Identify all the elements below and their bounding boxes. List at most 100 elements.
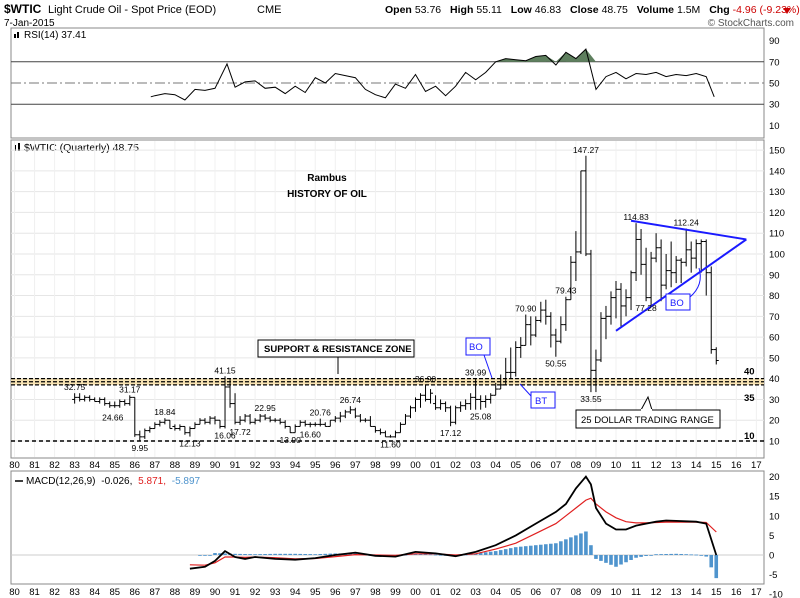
ohlc-bar bbox=[698, 239, 704, 273]
ohlc-bar bbox=[337, 411, 343, 423]
macd-histogram-bar bbox=[493, 551, 498, 555]
bo-box-1 bbox=[465, 337, 491, 356]
macd-x-tick: 82 bbox=[49, 587, 60, 598]
bt-callout-2005: BT bbox=[519, 383, 556, 409]
macd-x-tick: 81 bbox=[29, 587, 40, 598]
ohlc-bar bbox=[443, 401, 449, 412]
ohlc-bar bbox=[82, 395, 88, 402]
macd-histogram-bar bbox=[674, 553, 678, 555]
macd-histogram-bar bbox=[263, 554, 267, 555]
ohlc-bar bbox=[182, 425, 188, 435]
macd-y-tick: 0 bbox=[769, 551, 774, 562]
chart-header: $WTIC Light Crude Oil - Spot Price (EOD)… bbox=[4, 2, 800, 29]
price-x-tick: 85 bbox=[109, 460, 120, 471]
macd-x-tick: 02 bbox=[450, 587, 461, 598]
price-x-tick: 89 bbox=[190, 460, 201, 471]
macd-y-tick: 20 bbox=[769, 472, 780, 483]
bo-label-1: BO bbox=[469, 342, 483, 353]
ohlc-bar bbox=[618, 283, 624, 327]
ohlc-bar bbox=[568, 256, 574, 301]
macd-x-tick: 07 bbox=[551, 587, 562, 598]
price-annotation: 22.95 bbox=[254, 403, 276, 413]
price-annotation: 79.43 bbox=[555, 286, 577, 296]
macd-histogram-bar bbox=[503, 549, 508, 555]
price-x-tick: 03 bbox=[470, 460, 481, 471]
ohlc-bar bbox=[332, 416, 338, 423]
ohlc-bar bbox=[77, 393, 83, 402]
ohlc-bar bbox=[608, 291, 614, 325]
macd-x-tick: 17 bbox=[751, 587, 762, 598]
macd-x-tick: 05 bbox=[510, 587, 521, 598]
ohlc-bar bbox=[377, 428, 383, 435]
macd-histogram-bar bbox=[233, 553, 237, 555]
macd-histogram-bar bbox=[223, 553, 227, 555]
rsi-y-tick: 50 bbox=[769, 79, 780, 90]
ohlc-bar bbox=[372, 425, 378, 433]
ohlc-bar bbox=[423, 385, 429, 402]
macd-histogram-bar bbox=[604, 555, 608, 563]
price-x-tick: 88 bbox=[170, 460, 181, 471]
ohlc-bar bbox=[257, 413, 263, 423]
price-legend: $WTIC (Quarterly) 48.75 bbox=[14, 142, 139, 154]
macd-histogram-bar bbox=[213, 553, 217, 555]
ohlc-bar bbox=[207, 416, 213, 425]
ohlc-bar bbox=[483, 395, 489, 408]
macd-histogram-bar bbox=[589, 545, 593, 555]
price-annotation: 114.83 bbox=[623, 212, 649, 222]
ohlc-bar bbox=[102, 397, 108, 406]
ohlc-bar bbox=[673, 256, 679, 284]
bo-label-2: BO bbox=[670, 298, 684, 309]
ohlc-bar bbox=[262, 414, 268, 421]
price-x-tick: 14 bbox=[691, 460, 702, 471]
triangle-lower-trendline bbox=[615, 238, 747, 332]
price-annotation: 33.55 bbox=[580, 394, 602, 404]
ohlc-bar bbox=[413, 397, 418, 412]
macd-histogram-bar bbox=[594, 555, 598, 559]
ohlc-bar bbox=[322, 422, 328, 427]
macd-x-tick: 00 bbox=[410, 587, 421, 598]
price-x-tick: 15 bbox=[711, 460, 722, 471]
ohlc-bar bbox=[473, 378, 479, 410]
ohlc-bar bbox=[463, 399, 469, 410]
trading-range-label: 25 DOLLAR TRADING RANGE bbox=[581, 415, 714, 426]
price-x-tick: 13 bbox=[671, 460, 682, 471]
macd-histogram-bar bbox=[624, 555, 628, 563]
ohlc-bar bbox=[212, 416, 218, 425]
high-value: 55.11 bbox=[476, 4, 502, 16]
price-annotations: 32.75 31.1724.669.9518.8412.1341.1516.061… bbox=[64, 145, 699, 453]
ohlc-bar bbox=[548, 312, 554, 348]
ohlc-bar bbox=[633, 223, 639, 281]
ohlc-bar bbox=[72, 393, 78, 404]
ohlc-bar bbox=[367, 416, 373, 427]
macd-value: -0.026, bbox=[101, 476, 132, 487]
macd-histogram-bar bbox=[278, 553, 282, 555]
price-x-tick: 81 bbox=[29, 460, 40, 471]
ohlc-bar bbox=[172, 424, 178, 431]
macd-histogram-bar bbox=[318, 554, 323, 555]
ohlc-bar bbox=[397, 422, 403, 434]
price-x-tick: 95 bbox=[310, 460, 321, 471]
price-y-tick: 20 bbox=[769, 416, 780, 427]
support-resistance-zone: 40 35 10 bbox=[11, 367, 764, 442]
macd-histogram-bar bbox=[609, 555, 613, 565]
price-annotation: 16.06 bbox=[214, 430, 236, 440]
ohlc-bar bbox=[87, 395, 93, 402]
close-value: 48.75 bbox=[602, 4, 628, 16]
macd-x-tick: 03 bbox=[470, 587, 481, 598]
ohlc-bar bbox=[603, 305, 609, 340]
support-zone-callout: SUPPORT & RESISTANCE ZONE bbox=[257, 339, 415, 374]
price-x-tick: 09 bbox=[591, 460, 602, 471]
ohlc-bar bbox=[638, 229, 644, 275]
chart-title: Rambus bbox=[307, 173, 347, 184]
ohlc-bar bbox=[543, 299, 549, 325]
price-x-tick: 02 bbox=[450, 460, 461, 471]
macd-histogram-bar bbox=[574, 535, 578, 555]
ohlc-bar bbox=[362, 418, 368, 423]
price-y-tick: 110 bbox=[769, 229, 784, 240]
rsi-line bbox=[150, 48, 715, 101]
macd-x-tick: 14 bbox=[691, 587, 702, 598]
ohlc-bar bbox=[112, 401, 118, 408]
price-x-tick: 80 bbox=[9, 460, 20, 471]
price-x-tick: 12 bbox=[651, 460, 662, 471]
